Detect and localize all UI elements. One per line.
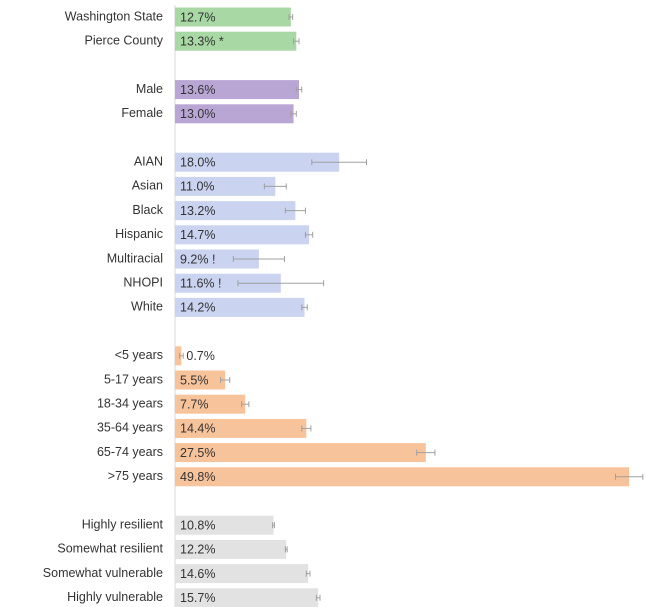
category-label: Asian	[132, 179, 163, 193]
error-bar	[295, 86, 303, 93]
bar	[175, 346, 182, 366]
error-bar	[301, 425, 312, 432]
bar	[175, 273, 281, 293]
error-bar	[232, 256, 285, 262]
value-label: 12.2%	[180, 543, 215, 557]
value-label: 9.2% !	[180, 252, 215, 266]
value-label: 14.7%	[180, 228, 215, 242]
bar	[175, 80, 300, 100]
category-label: <5 years	[115, 348, 163, 362]
value-label: 13.6%	[180, 83, 215, 97]
error-bar	[237, 280, 325, 287]
error-bar	[416, 449, 436, 456]
category-label: 35-64 years	[97, 421, 163, 435]
category-label: Highly vulnerable	[67, 590, 163, 604]
value-label: 14.2%	[180, 301, 215, 315]
category-label: Multiracial	[107, 251, 163, 265]
bar	[175, 418, 307, 438]
category-label: Black	[132, 203, 163, 217]
bar	[175, 7, 291, 27]
bar	[175, 588, 319, 607]
bar	[175, 104, 294, 124]
value-label: 11.0%	[180, 180, 215, 194]
category-label: White	[131, 300, 163, 314]
bar	[175, 31, 297, 51]
error-bar	[614, 473, 644, 480]
error-bar	[272, 522, 275, 529]
category-label: 18-34 years	[97, 396, 163, 410]
error-bar	[293, 38, 300, 45]
category-label: Highly resilient	[82, 517, 164, 531]
error-bar	[241, 401, 250, 408]
bar	[175, 515, 274, 535]
bar	[175, 201, 296, 221]
error-bar	[301, 304, 308, 311]
value-label: 11.6% !	[180, 276, 221, 290]
value-label: 5.5%	[180, 373, 209, 387]
bar	[175, 564, 309, 584]
bar	[175, 539, 287, 559]
category-label: Somewhat resilient	[57, 542, 163, 556]
error-bar	[179, 352, 184, 359]
value-label: 13.2%	[180, 204, 215, 218]
value-label: 7.7%	[180, 397, 209, 411]
error-bar	[284, 546, 288, 553]
category-label: Somewhat vulnerable	[43, 566, 163, 580]
bar	[175, 249, 259, 269]
bar	[175, 176, 276, 196]
category-label: Hispanic	[115, 227, 163, 241]
error-bar	[290, 110, 297, 117]
value-label: 10.8%	[180, 518, 215, 532]
value-label: 14.4%	[180, 422, 215, 436]
category-label: 65-74 years	[97, 445, 163, 459]
value-label: 15.7%	[180, 591, 215, 605]
error-bar	[284, 207, 306, 214]
bar	[175, 370, 226, 390]
value-label: 14.6%	[180, 567, 215, 581]
value-label: 12.7%	[180, 10, 215, 24]
value-label: 27.5%	[180, 446, 215, 460]
bar	[175, 467, 630, 487]
value-label: 13.0%	[180, 107, 215, 121]
bar	[175, 152, 340, 172]
error-bar	[311, 159, 368, 166]
bar	[175, 394, 246, 414]
error-bar	[304, 231, 314, 238]
category-label: Male	[136, 82, 163, 96]
value-label: 0.7%	[186, 349, 215, 363]
error-bar	[315, 594, 321, 601]
error-bar	[288, 14, 294, 20]
error-bar	[305, 570, 311, 577]
category-label: 5-17 years	[104, 372, 163, 386]
category-label: Washington State	[65, 9, 163, 23]
category-label: NHOPI	[123, 275, 163, 289]
category-label: AIAN	[134, 154, 163, 168]
error-bar	[263, 183, 287, 190]
category-label: Female	[121, 106, 163, 120]
error-bar	[220, 377, 231, 383]
value-label: 18.0%	[180, 155, 215, 169]
category-label: >75 years	[108, 469, 163, 483]
category-label: Pierce County	[84, 33, 163, 47]
value-label: 49.8%	[180, 470, 215, 484]
bar	[175, 443, 426, 463]
bar	[175, 297, 305, 317]
value-label: 13.3% *	[180, 34, 224, 48]
bar	[175, 225, 310, 245]
